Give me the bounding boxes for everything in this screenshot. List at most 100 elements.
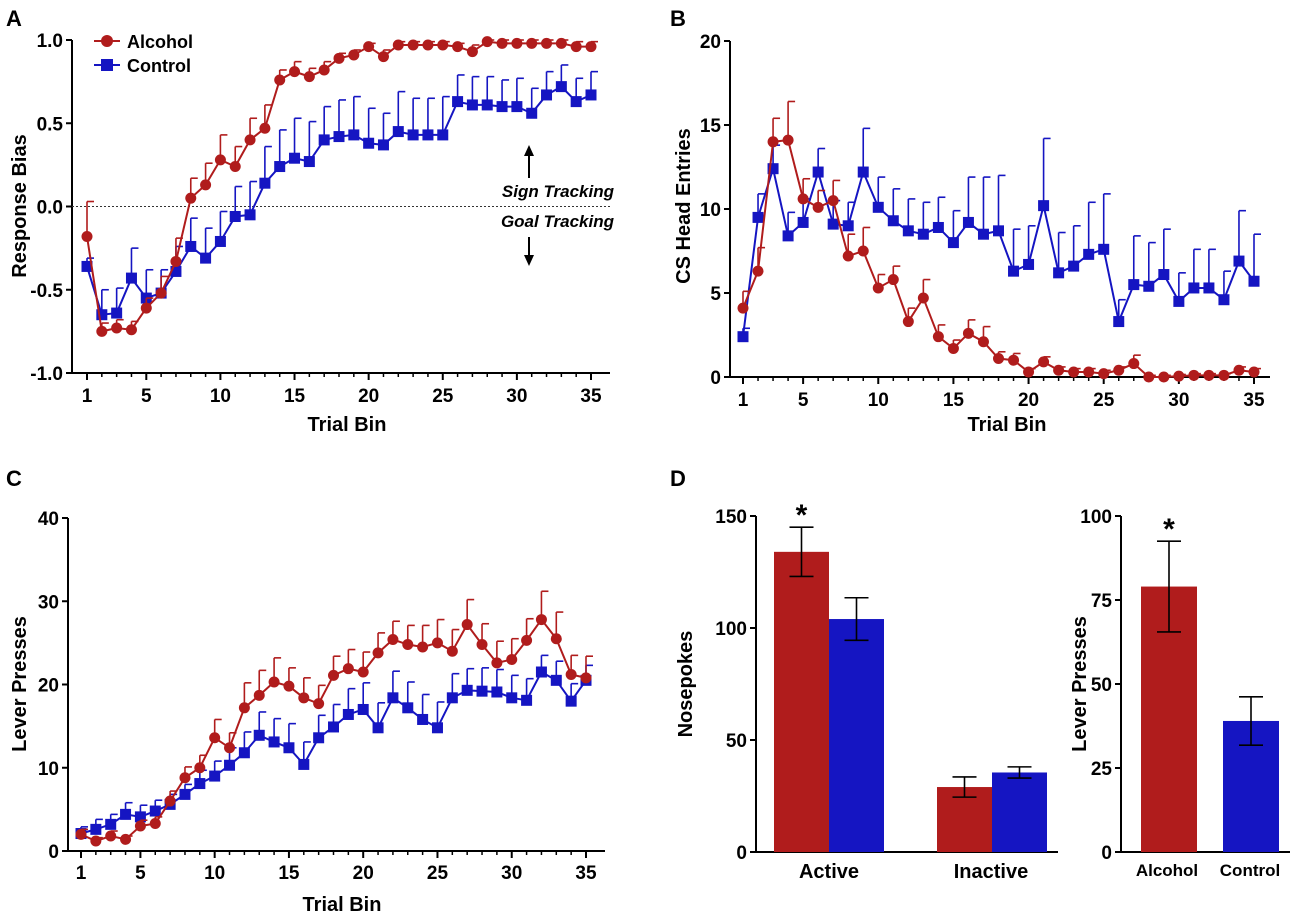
panel-a-control-point bbox=[437, 129, 449, 141]
panel-c-alcohol-point bbox=[268, 676, 280, 688]
panel-d-left-bar-alcohol bbox=[774, 551, 829, 852]
panel-b-xtick-label: 20 bbox=[1018, 390, 1039, 411]
panel-b-alcohol-point bbox=[1038, 356, 1050, 368]
panel-a-alcohol-point bbox=[125, 324, 137, 336]
panel-b-ytick-label: 10 bbox=[700, 200, 721, 221]
panel-c-control-point bbox=[283, 742, 295, 754]
panel-c-ytick-label: 10 bbox=[38, 759, 59, 780]
panel-c-alcohol-point bbox=[580, 672, 592, 684]
panel-a-xtick-label: 35 bbox=[580, 386, 602, 407]
panel-c-alcohol-point bbox=[402, 639, 414, 651]
panel-a-control-point bbox=[555, 81, 567, 93]
panel-c-control-point bbox=[90, 823, 102, 835]
panel-a-alcohol-point bbox=[392, 39, 404, 51]
panel-c-control-point bbox=[298, 758, 310, 770]
panel-c-ytick-label: 0 bbox=[48, 842, 59, 863]
panel-a-alcohol-point bbox=[303, 71, 315, 83]
panel-b-control-point bbox=[932, 221, 944, 233]
panel-a-control-point bbox=[541, 89, 553, 101]
sign-tracking-arrow-icon bbox=[524, 145, 534, 156]
panel-b-alcohol-point bbox=[1008, 354, 1020, 366]
panel-c-control-point bbox=[209, 770, 221, 782]
panel-b-control-point bbox=[1188, 282, 1200, 294]
panel-c-control-point bbox=[238, 747, 250, 759]
panel-a-control-point bbox=[274, 161, 286, 173]
panel-a-control-point bbox=[392, 126, 404, 138]
panel-a-control-point bbox=[318, 134, 330, 146]
panel-a-control-point bbox=[496, 101, 508, 113]
panel-b-control-point bbox=[1218, 294, 1230, 306]
panel-b-alcohol-point bbox=[1083, 366, 1095, 378]
panel-d-right-significance-star: * bbox=[1163, 513, 1175, 546]
panel-a-xtick-label: 30 bbox=[506, 386, 527, 407]
panel-a-alcohol-point bbox=[496, 37, 508, 49]
panel-b-control-point bbox=[1008, 265, 1020, 277]
panel-b-control-point bbox=[1068, 260, 1080, 272]
panel-c-alcohol-point bbox=[134, 820, 146, 832]
panel-a-alcohol-point bbox=[363, 41, 375, 53]
panel-a-ytick-label: 1.0 bbox=[37, 31, 63, 52]
panel-b-alcohol-point bbox=[812, 201, 824, 213]
panel-c-control-point bbox=[194, 778, 206, 790]
panel-a-control-point bbox=[526, 107, 538, 119]
panel-c-xtick-label: 35 bbox=[575, 863, 597, 884]
legend-alcohol-label: Alcohol bbox=[127, 32, 193, 52]
panel-c-control-point bbox=[461, 684, 473, 696]
panel-a-alcohol-point bbox=[526, 37, 538, 49]
plot-layer: -1.0-0.50.00.51.01 5 10 15 20 25 30 35051015201… bbox=[30, 31, 1290, 884]
panel-d-left-ytick-label: 150 bbox=[715, 507, 747, 528]
panel-d-left-significance-star: * bbox=[796, 499, 808, 532]
panel-a-control-point bbox=[377, 139, 389, 151]
panel-b-control-point bbox=[1113, 316, 1125, 328]
panel-b-alcohol-point bbox=[962, 327, 974, 339]
panel-a-alcohol-point bbox=[377, 51, 389, 63]
panel-b-alcohol-point bbox=[932, 331, 944, 343]
panel-b-alcohol-point bbox=[902, 316, 914, 328]
panel-c-alcohol-point bbox=[387, 634, 399, 646]
panel-b-xtick-label: 35 bbox=[1243, 390, 1265, 411]
panel-b-alcohol-point bbox=[1098, 368, 1110, 380]
panel-a-alcohol-point bbox=[274, 74, 286, 86]
panel-b-alcohol-point bbox=[1113, 364, 1125, 376]
panel-b-alcohol-point bbox=[1143, 371, 1155, 383]
panel-a-alcohol-point bbox=[481, 36, 493, 48]
panel-c-control-point bbox=[402, 702, 414, 714]
panel-a-ylabel: Response Bias bbox=[9, 134, 31, 277]
panel-b-control-point bbox=[752, 211, 764, 223]
panel-c-xtick-label: 10 bbox=[204, 863, 225, 884]
panel-a-alcohol-point bbox=[452, 41, 464, 53]
panel-a-ytick-label: 0.0 bbox=[37, 198, 63, 219]
panel-c-control-point bbox=[313, 732, 325, 744]
panel-a-xtick-label: 15 bbox=[284, 386, 306, 407]
panel-a-ytick-label: 0.5 bbox=[37, 114, 64, 135]
panel-b-control-point bbox=[1083, 248, 1095, 260]
panel-c-alcohol-point bbox=[446, 645, 458, 657]
panel-c-ytick-label: 20 bbox=[38, 676, 59, 697]
panel-c-control-point bbox=[120, 808, 132, 820]
panel-c-alcohol-point bbox=[550, 633, 562, 645]
panel-a-alcohol-point bbox=[214, 154, 226, 166]
panel-c-control-point bbox=[446, 692, 458, 704]
panel-a-control-point bbox=[229, 210, 241, 222]
panel-a-alcohol-point bbox=[407, 39, 419, 51]
panel-b-control-point bbox=[827, 218, 839, 230]
panel-c-xlabel: Trial Bin bbox=[303, 894, 382, 916]
panel-a-alcohol-point bbox=[185, 192, 197, 204]
panel-b-control-point bbox=[902, 225, 914, 237]
panel-c-alcohol-point bbox=[120, 833, 132, 845]
panel-b-ytick-label: 20 bbox=[700, 32, 721, 53]
panel-c-alcohol-point bbox=[342, 663, 354, 675]
panel-label-c: C bbox=[6, 466, 22, 491]
panel-c-control-point bbox=[550, 674, 562, 686]
panel-b-control-point bbox=[842, 220, 854, 232]
panel-c-control-point bbox=[149, 805, 161, 817]
panel-a-control-point bbox=[259, 177, 271, 189]
panel-b-ytick-label: 0 bbox=[710, 368, 721, 389]
panel-c-alcohol-point bbox=[253, 689, 265, 701]
panel-b-control-point bbox=[782, 230, 794, 242]
panel-c-alcohol-point bbox=[565, 669, 577, 681]
panel-c-control-point bbox=[417, 713, 429, 725]
panel-b-alcohol-point bbox=[1203, 369, 1215, 381]
panel-a-control-point bbox=[111, 307, 123, 319]
